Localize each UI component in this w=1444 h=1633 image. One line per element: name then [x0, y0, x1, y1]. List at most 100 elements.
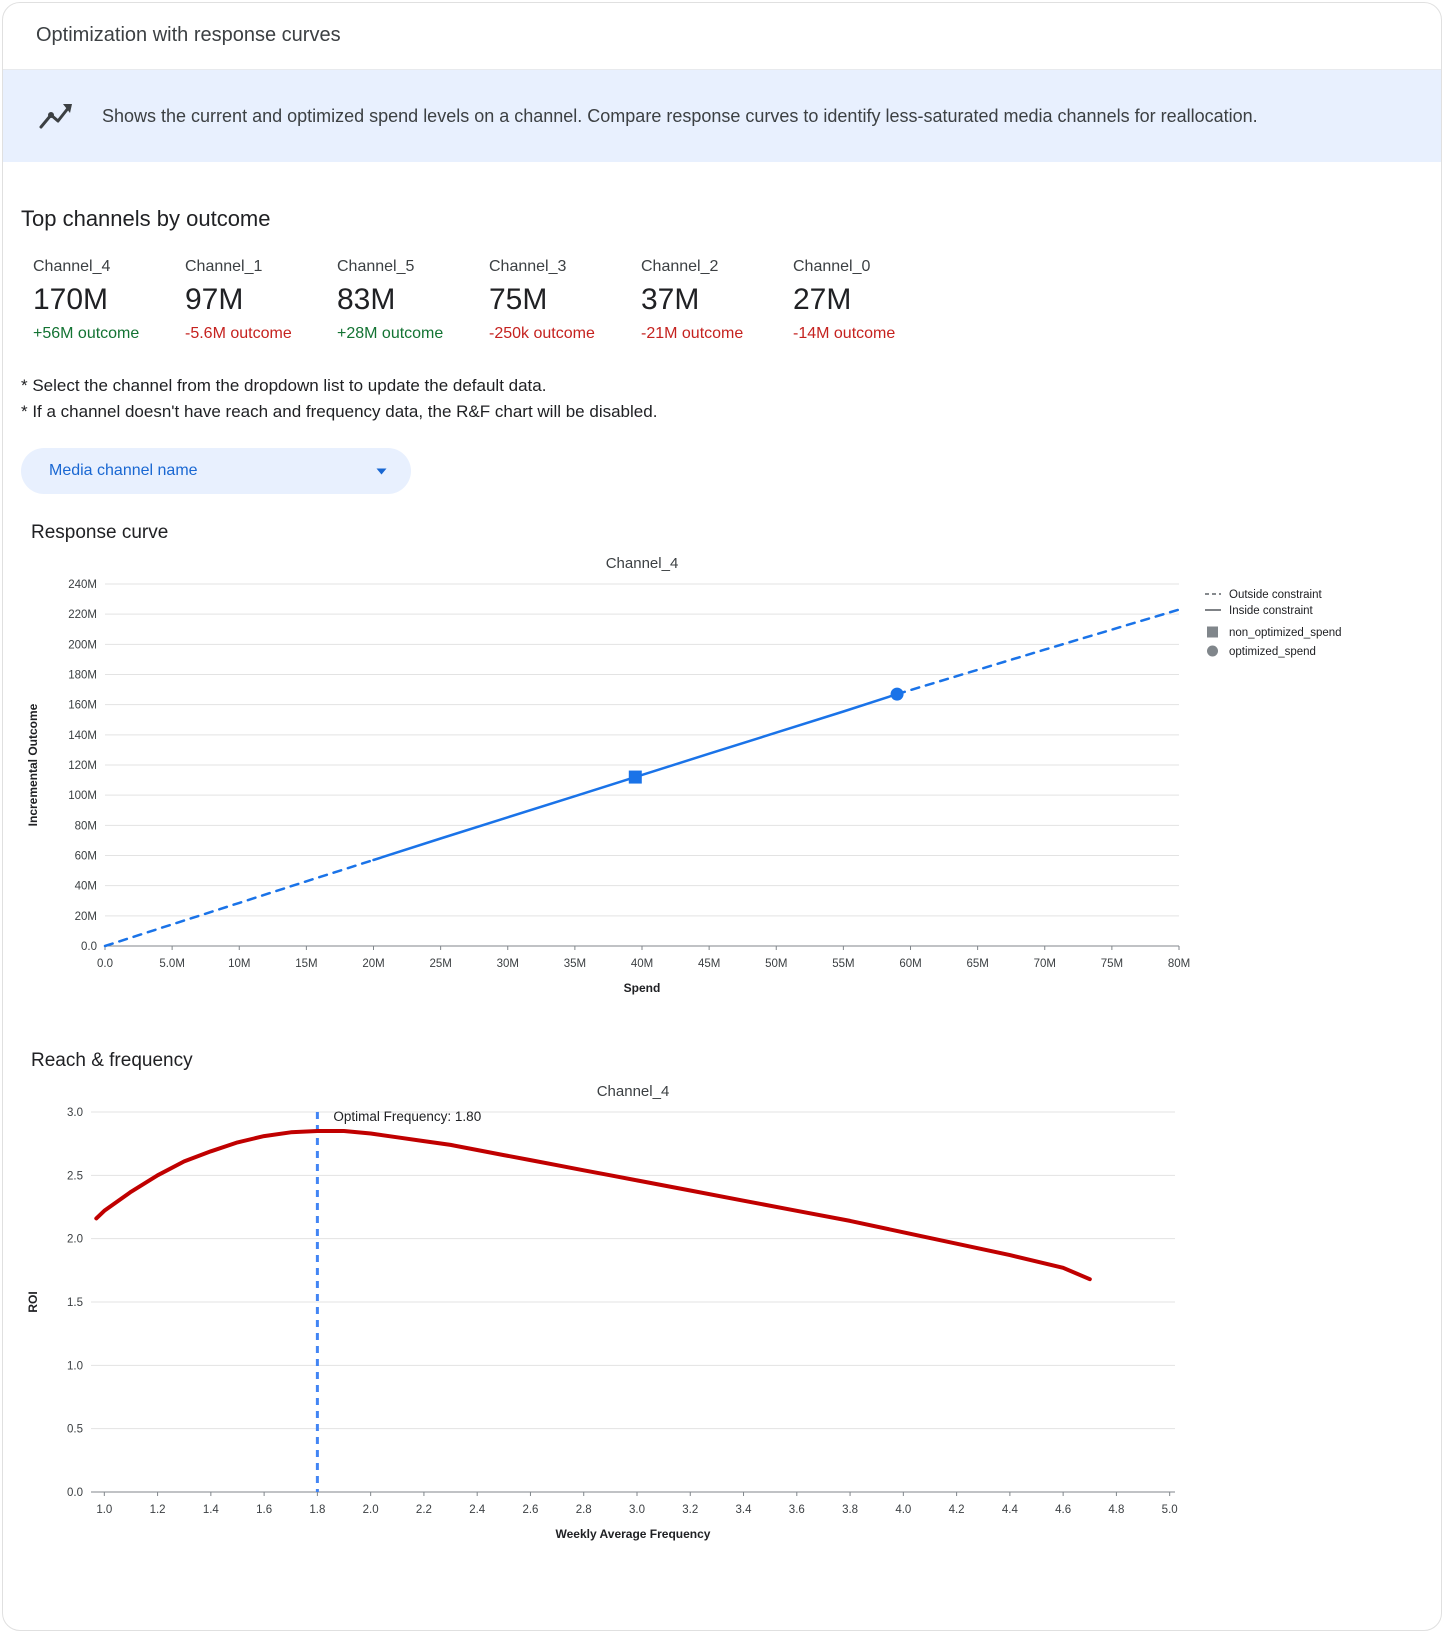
y-tick-label: 220M: [68, 609, 97, 621]
y-tick-label: 20M: [75, 911, 97, 923]
x-tick-label: 40M: [631, 958, 653, 970]
y-tick-label: 100M: [68, 790, 97, 802]
reach-frequency-section-title: Reach & frequency: [31, 1050, 193, 1071]
x-tick-label: 35M: [564, 958, 586, 970]
y-tick-label: 60M: [75, 851, 97, 863]
insights-trend-icon: [36, 96, 76, 136]
x-tick-label: 50M: [765, 958, 787, 970]
channel-value: 97M: [185, 283, 244, 316]
chart-title: Channel_4: [597, 1083, 670, 1100]
note-dropdown-hint: * Select the channel from the dropdown l…: [21, 376, 547, 395]
legend-label: Outside constraint: [1229, 589, 1322, 601]
reach-frequency-chart: Channel_4 0.0 0.5 1.0 1.5 2.0 2.5 3.0 1.0 1.2 1.4 1…: [21, 1076, 1423, 1570]
x-tick-label: 3.4: [736, 1504, 753, 1516]
x-tick-label: 2.6: [522, 1504, 538, 1516]
annotation-text: Optimal Frequency: 1.80: [333, 1109, 481, 1124]
channel-value: 170M: [33, 283, 109, 316]
x-tick-label: 20M: [362, 958, 384, 970]
x-tick-label: 3.8: [842, 1504, 858, 1516]
x-tick-label: 60M: [899, 958, 921, 970]
x-tick-label: 1.0: [96, 1504, 112, 1516]
series-outside-constraint-upper: [895, 608, 1181, 696]
x-tick-label: 4.0: [895, 1504, 911, 1516]
x-tick-label: 65M: [966, 958, 988, 970]
x-tick-label: 55M: [832, 958, 854, 970]
banner-text: Shows the current and optimized spend le…: [102, 105, 1258, 126]
y-axis-title: ROI: [26, 1291, 40, 1312]
x-tick-label: 2.2: [416, 1504, 432, 1516]
channel-delta: -250k outcome: [489, 325, 595, 342]
x-tick-label: 2.4: [469, 1504, 486, 1516]
channel-name: Channel_5: [337, 258, 415, 275]
y-tick-label: 2.5: [67, 1170, 83, 1182]
channel-card: Channel_4 170M +56M outcome: [33, 258, 185, 343]
legend-circle-sample: [1207, 645, 1218, 657]
channel-value: 27M: [793, 283, 852, 316]
x-tick-label: 3.0: [629, 1504, 645, 1516]
y-tick-label: 3.0: [67, 1107, 83, 1119]
y-tick-label: 240M: [68, 579, 97, 591]
y-tick-label: 2.0: [67, 1234, 83, 1246]
channel-card: Channel_2 37M -21M outcome: [641, 258, 793, 343]
top-channels-title: Top channels by outcome: [21, 206, 271, 231]
x-tick-label: 25M: [429, 958, 451, 970]
channel-value: 83M: [337, 283, 396, 316]
x-tick-label: 10M: [228, 958, 250, 970]
optimized_spend-marker: [890, 687, 904, 701]
x-tick-label: 4.6: [1055, 1504, 1071, 1516]
channel-delta: -5.6M outcome: [185, 325, 292, 342]
channel-name: Channel_0: [793, 258, 871, 275]
chevron-down-icon: [376, 468, 387, 474]
channel-card: Channel_1 97M -5.6M outcome: [185, 258, 337, 343]
channel-delta: +56M outcome: [33, 325, 140, 342]
x-tick-label: 2.8: [576, 1504, 592, 1516]
dropdown-label: Media channel name: [49, 462, 198, 479]
channel-name: Channel_2: [641, 258, 719, 275]
y-tick-label: 200M: [68, 639, 97, 651]
non_optimized_spend-marker: [628, 770, 642, 784]
x-tick-label: 4.2: [949, 1504, 965, 1516]
y-tick-label: 0.5: [67, 1424, 83, 1436]
series-roi-vs-frequency: [94, 1129, 1092, 1282]
y-tick-label: 1.5: [67, 1297, 83, 1309]
page-header: Optimization with response curves: [3, 3, 1441, 70]
y-tick-label: 0.0: [67, 1487, 83, 1499]
note-rf-hint: * If a channel doesn't have reach and fr…: [21, 401, 658, 421]
y-tick-label: 80M: [75, 820, 97, 832]
x-tick-label: 2.0: [363, 1504, 379, 1516]
y-tick-label: 120M: [68, 760, 97, 772]
x-tick-label: 0.0: [97, 958, 113, 970]
channel-name: Channel_4: [33, 258, 111, 275]
legend-square-sample: [1207, 626, 1218, 638]
channel-card: Channel_3 75M -250k outcome: [489, 258, 641, 343]
y-tick-label: 160M: [68, 700, 97, 712]
y-tick-label: 0.0: [81, 941, 97, 953]
channel-cards: Channel_4 170M +56M outcome Channel_1 97M -5.…: [33, 258, 1423, 343]
x-axis-title: Weekly Average Frequency: [556, 1527, 711, 1541]
x-tick-label: 1.6: [256, 1504, 272, 1516]
x-axis-title: Spend: [624, 981, 661, 995]
x-tick-label: 45M: [698, 958, 720, 970]
response-curve-chart: Channel_4 0.0 20M 40M 60M 80M 100M 120M 140M 160M…: [21, 548, 1423, 1022]
notes: * Select the channel from the dropdown l…: [21, 373, 1423, 424]
y-axis-title: Incremental Outcome: [26, 703, 40, 826]
channel-name: Channel_1: [185, 258, 263, 275]
x-tick-label: 15M: [295, 958, 317, 970]
x-tick-label: 5.0M: [159, 958, 185, 970]
channel-value: 37M: [641, 283, 700, 316]
channel-delta: -14M outcome: [793, 325, 896, 342]
channel-delta: -21M outcome: [641, 325, 744, 342]
legend-label: optimized_spend: [1229, 646, 1316, 658]
y-tick-label: 180M: [68, 670, 97, 682]
legend-label: Inside constraint: [1229, 605, 1314, 617]
media-channel-dropdown[interactable]: Media channel name: [21, 448, 411, 494]
y-tick-label: 40M: [75, 881, 97, 893]
series-outside-constraint-lower: [103, 858, 375, 948]
x-tick-label: 5.0: [1162, 1504, 1178, 1516]
report-body: Top channels by outcome Channel_4 170M +56…: [3, 162, 1441, 1630]
x-tick-label: 70M: [1034, 958, 1056, 970]
x-tick-label: 80M: [1168, 958, 1190, 970]
x-tick-label: 4.4: [1002, 1504, 1019, 1516]
chart-title: Channel_4: [606, 555, 679, 572]
